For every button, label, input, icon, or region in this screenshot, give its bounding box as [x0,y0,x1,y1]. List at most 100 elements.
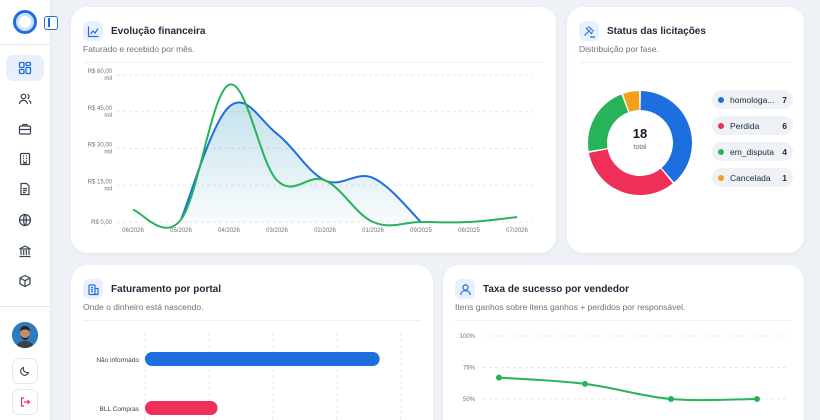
card-divider [83,62,544,63]
y-tick-label: mil [104,150,112,156]
legend-count: 6 [782,120,787,131]
x-tick-label: 07/2026 [506,228,528,234]
nav-bank[interactable] [6,238,44,264]
card-status-licitacoes: Status das licitações Distribuição por f… [567,7,804,253]
y-tick-label: mil [104,186,112,192]
user-avatar[interactable] [12,322,38,348]
user-icon [455,279,475,299]
bar-category-label: BLL Compras [100,406,140,413]
card-title: Evolução financeira [111,25,206,37]
gavel-icon [579,21,599,41]
x-tick-label: 04/2026 [218,228,240,234]
building-icon [19,152,31,166]
y-tick-label: R$ 45,00 [88,106,113,112]
users-icon [18,93,32,105]
bank-icon [19,245,31,258]
sidebar-divider [0,306,51,307]
logout-icon [20,397,31,407]
card-header: Faturamento por portal [83,279,221,299]
donut-total-label: total [633,144,647,151]
nav-briefcase[interactable] [6,116,44,142]
theme-toggle-button[interactable] [12,358,38,384]
card-title: Taxa de sucesso por vendedor [483,283,629,295]
donut-slice [588,149,673,195]
legend-item[interactable]: homologa... 7 [712,90,793,109]
card-subtitle: Faturado e recebido por mês. [83,44,195,54]
y-tick-label: mil [104,113,112,119]
x-tick-label: 06/2026 [122,228,144,234]
legend-dot [718,148,724,155]
donut-total: 18 [633,126,647,141]
logout-button[interactable] [12,389,38,415]
card-divider [455,320,792,321]
legend-label: Perdida [730,120,760,131]
nav-documents[interactable] [6,176,44,202]
dashboard-icon [18,61,32,75]
app-logo[interactable] [13,10,37,34]
nav-products[interactable] [6,268,44,294]
card-divider [579,62,792,63]
trend-icon [83,21,103,41]
legend-dot [718,122,724,129]
document-icon [20,182,30,196]
card-header: Evolução financeira [83,21,205,41]
card-subtitle: Distribuição por fase. [579,44,659,54]
bar [145,401,218,415]
card-evolucao-financeira: Evolução financeira Faturado e recebido … [71,7,556,253]
nav-building[interactable] [6,146,44,172]
series-line [498,376,758,402]
legend-dot [718,96,724,103]
bar [145,352,380,366]
legend-item[interactable]: Cancelada 1 [712,168,793,187]
legend-item[interactable]: em_disputa 4 [712,142,793,161]
y-tick-label: 75% [463,366,476,372]
x-tick-label: 08/2025 [458,228,480,234]
data-point [496,374,502,381]
portal-bar-chart: Não informado BLL Compras [96,333,402,420]
y-tick-label: mil [104,76,112,82]
donut-slice [588,94,629,152]
series-line [180,101,422,223]
x-tick-label: 09/2025 [410,228,432,234]
card-title: Faturamento por portal [111,283,222,295]
x-tick-label: 01/2026 [362,228,384,234]
y-tick-label: 100% [460,334,476,340]
nav-portals[interactable] [6,207,44,233]
donut-slice [623,91,640,112]
card-header: Taxa de sucesso por vendedor [455,279,629,299]
buildings-icon [83,279,103,299]
legend-label: homologa... [730,94,775,105]
x-tick-label: 03/2026 [266,228,288,234]
card-faturamento-portal: Faturamento por portal Onde o dinheiro e… [71,265,433,420]
moon-icon [20,366,30,376]
legend-count: 1 [782,172,787,183]
sucesso-line-chart: 100% 75% 50% [460,334,788,403]
data-point [668,396,674,402]
legend-count: 7 [782,94,787,105]
donut-slice [640,91,692,183]
legend-dot [718,174,724,181]
series-line [132,83,518,229]
nav-dashboard[interactable] [6,55,44,81]
y-tick-label: R$ 15,00 [88,179,113,185]
card-title: Status das licitações [607,25,706,37]
y-tick-label: 50% [463,397,476,403]
legend-label: em_disputa [730,146,774,157]
bar-category-label: Não informado [96,357,139,364]
nav-users[interactable] [6,86,44,112]
status-donut-chart: 18 total [588,91,692,195]
card-divider [83,320,421,321]
x-tick-label: 02/2026 [314,228,336,234]
y-tick-label: R$ 30,00 [88,143,113,149]
legend-item[interactable]: Perdida 6 [712,116,793,135]
avatar-image [12,322,38,348]
card-subtitle: Onde o dinheiro está nascendo. [83,302,204,312]
package-icon [19,274,31,288]
y-tick-label: R$ 60,00 [88,69,113,75]
sidebar-collapse-button[interactable] [44,16,58,30]
x-tick-label: 05/2026 [170,228,192,234]
briefcase-icon [18,123,32,135]
data-point [754,396,760,402]
card-header: Status das licitações [579,21,706,41]
